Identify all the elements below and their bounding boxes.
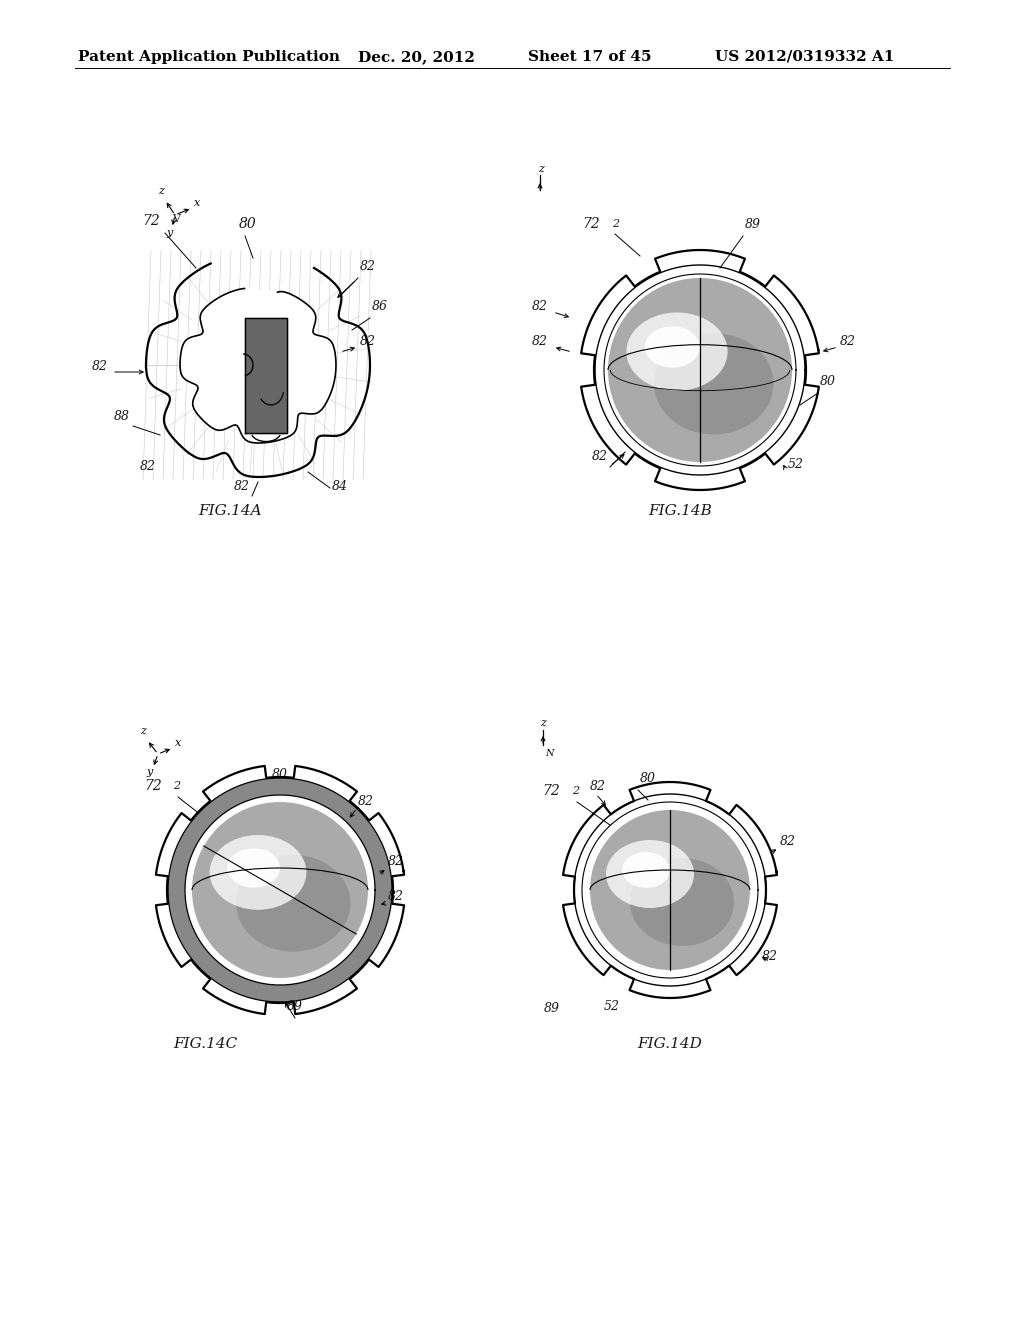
Text: 82: 82 (140, 459, 156, 473)
Text: 72: 72 (543, 784, 560, 799)
Text: Dec. 20, 2012: Dec. 20, 2012 (358, 50, 475, 63)
Text: 82: 82 (532, 300, 548, 313)
Ellipse shape (645, 326, 700, 368)
Text: Patent Application Publication: Patent Application Publication (78, 50, 340, 63)
Ellipse shape (608, 279, 792, 462)
Text: y: y (167, 228, 173, 238)
Ellipse shape (590, 810, 750, 970)
Text: V: V (172, 214, 180, 224)
Text: 82: 82 (592, 450, 608, 463)
Polygon shape (245, 318, 287, 433)
Text: 82: 82 (532, 335, 548, 348)
Ellipse shape (622, 851, 670, 888)
Text: z: z (538, 164, 544, 174)
Text: x: x (175, 738, 181, 748)
Text: 80: 80 (820, 375, 836, 388)
Ellipse shape (236, 855, 350, 952)
Text: 82: 82 (360, 260, 376, 273)
Text: 2: 2 (612, 219, 620, 228)
Text: 89: 89 (745, 218, 761, 231)
Text: Sheet 17 of 45: Sheet 17 of 45 (528, 50, 651, 63)
Text: 89: 89 (287, 1001, 303, 1012)
Text: 72: 72 (583, 216, 600, 231)
Text: FIG.14B: FIG.14B (648, 504, 712, 517)
Ellipse shape (168, 777, 392, 1002)
Text: 88: 88 (114, 411, 130, 422)
Text: 82: 82 (234, 480, 250, 492)
Text: 82: 82 (388, 855, 404, 869)
Ellipse shape (185, 795, 375, 985)
Text: z: z (158, 186, 164, 195)
Text: z: z (140, 726, 146, 737)
Text: 82: 82 (358, 795, 374, 808)
Text: 82: 82 (92, 360, 108, 374)
Text: 72: 72 (144, 779, 162, 793)
Text: N: N (545, 748, 554, 758)
Text: 80: 80 (272, 768, 288, 781)
Text: 80: 80 (240, 216, 257, 231)
Text: 52: 52 (788, 458, 804, 471)
Text: y: y (146, 767, 154, 777)
Text: 82: 82 (780, 836, 796, 847)
Text: 52: 52 (604, 1001, 620, 1012)
Polygon shape (146, 264, 370, 477)
Polygon shape (582, 249, 819, 490)
Text: x: x (194, 198, 200, 209)
Text: z: z (540, 718, 546, 729)
Text: FIG.14A: FIG.14A (199, 504, 262, 517)
Ellipse shape (627, 313, 728, 391)
Text: 72: 72 (142, 214, 160, 228)
Ellipse shape (606, 840, 694, 908)
Polygon shape (563, 781, 777, 998)
Text: FIG.14C: FIG.14C (173, 1038, 238, 1051)
Text: FIG.14D: FIG.14D (638, 1038, 702, 1051)
Ellipse shape (193, 803, 368, 978)
Ellipse shape (654, 333, 773, 434)
Ellipse shape (630, 858, 734, 946)
Text: 86: 86 (372, 300, 388, 313)
Ellipse shape (210, 836, 306, 909)
Text: 89: 89 (544, 1002, 560, 1015)
Text: 2: 2 (572, 785, 580, 796)
Text: 2: 2 (173, 781, 180, 791)
Text: US 2012/0319332 A1: US 2012/0319332 A1 (715, 50, 894, 63)
Text: 82: 82 (840, 335, 856, 348)
Polygon shape (180, 289, 336, 444)
Text: 82: 82 (590, 780, 606, 793)
Ellipse shape (227, 849, 280, 888)
Text: 82: 82 (360, 335, 376, 348)
Polygon shape (156, 766, 404, 1014)
Text: 82: 82 (388, 890, 404, 903)
Text: 82: 82 (762, 950, 778, 964)
Text: 84: 84 (332, 480, 348, 492)
Text: 80: 80 (640, 772, 656, 785)
